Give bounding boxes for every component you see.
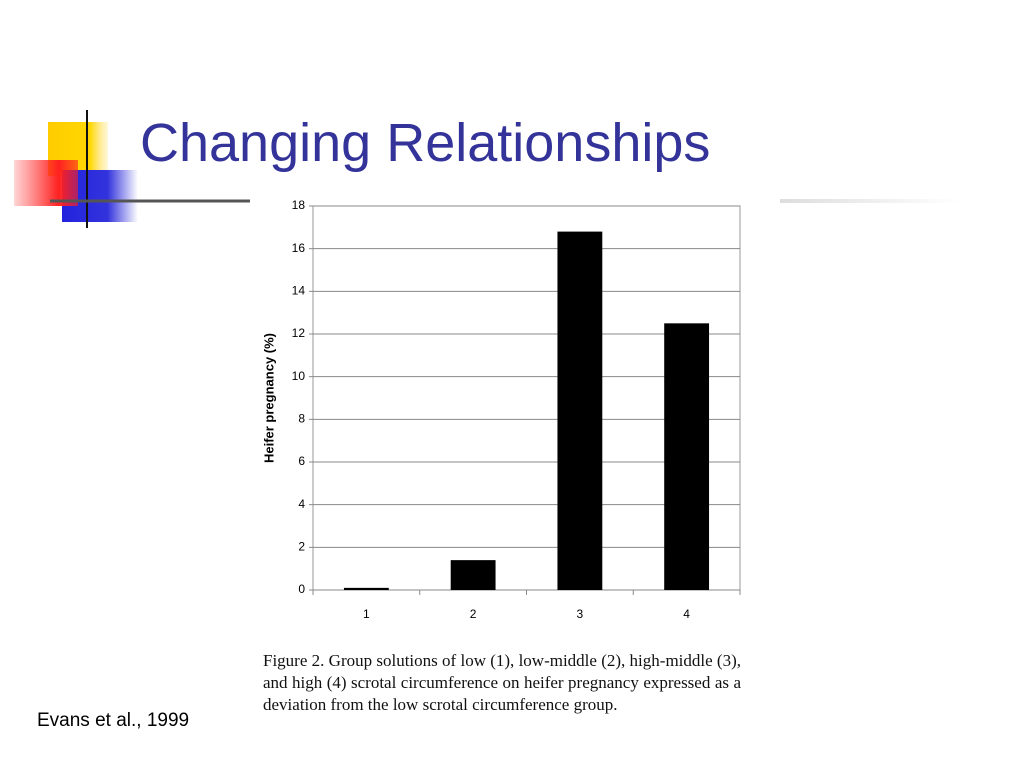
- y-tick-label: 6: [298, 454, 305, 468]
- y-tick-label: 10: [292, 369, 306, 383]
- y-axis-label: Heifer pregnancy (%): [261, 333, 276, 463]
- x-tick-label: 2: [470, 607, 477, 621]
- y-tick-label: 18: [292, 198, 306, 212]
- y-tick-label: 2: [298, 540, 305, 554]
- y-tick-label: 4: [298, 497, 305, 511]
- y-tick-label: 16: [292, 241, 306, 255]
- decor-red: [14, 160, 78, 206]
- y-tick-label: 14: [292, 284, 306, 298]
- decor-line: [780, 199, 960, 203]
- x-tick-label: 4: [683, 607, 690, 621]
- bar: [664, 323, 710, 590]
- x-tick-label: 3: [577, 607, 584, 621]
- y-tick-label: 12: [292, 326, 306, 340]
- slide-title: Changing Relationships: [140, 113, 711, 173]
- citation: Evans et al., 1999: [37, 710, 190, 731]
- x-tick-label: 1: [363, 607, 370, 621]
- bar: [343, 587, 389, 590]
- y-tick-label: 0: [298, 582, 305, 596]
- figure-caption: Figure 2. Group solutions of low (1), lo…: [263, 651, 741, 714]
- y-tick-label: 8: [298, 412, 305, 426]
- bar: [450, 560, 496, 590]
- bar: [557, 231, 603, 590]
